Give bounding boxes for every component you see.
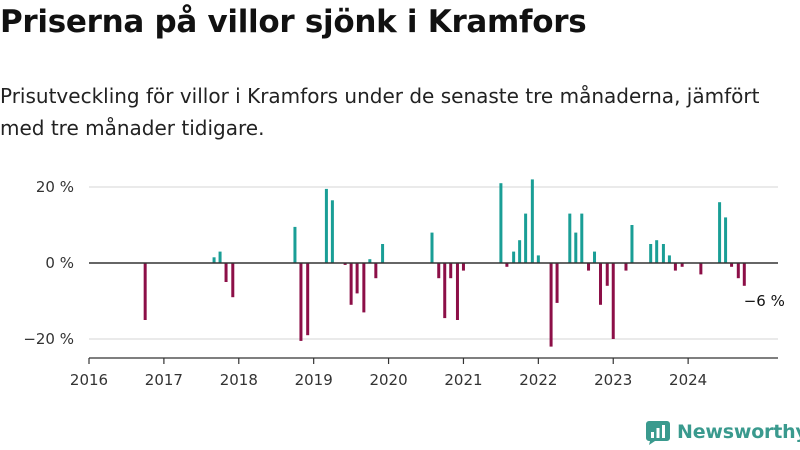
bar xyxy=(443,263,447,319)
bar xyxy=(587,263,591,271)
x-tick-label: 2023 xyxy=(594,371,632,389)
bar xyxy=(449,263,453,279)
x-tick-label: 2017 xyxy=(145,371,183,389)
bar xyxy=(330,200,334,263)
bar xyxy=(655,240,659,263)
bar xyxy=(374,263,378,279)
bar xyxy=(231,263,235,298)
bar xyxy=(724,217,728,263)
bar xyxy=(343,263,347,265)
bars-layer xyxy=(143,179,746,347)
bar xyxy=(381,244,385,263)
bar xyxy=(437,263,441,279)
bar xyxy=(742,263,746,286)
x-tick-label: 2022 xyxy=(519,371,557,389)
bar xyxy=(143,263,147,320)
bar xyxy=(499,183,503,263)
bar xyxy=(293,226,297,263)
bar xyxy=(730,263,734,267)
bar xyxy=(699,263,703,275)
bar xyxy=(524,213,528,263)
bar xyxy=(349,263,353,305)
brand-name: Newsworthy xyxy=(677,421,800,443)
x-tick-label: 2021 xyxy=(444,371,482,389)
bar xyxy=(461,263,465,271)
bar xyxy=(718,202,722,263)
y-tick-label: 0 % xyxy=(45,254,74,272)
bar xyxy=(630,225,634,263)
chart-subtitle: Prisutveckling för villor i Kramfors und… xyxy=(0,84,760,140)
bar xyxy=(368,259,372,263)
bar xyxy=(574,232,578,263)
bar xyxy=(536,255,540,263)
bar xyxy=(580,213,584,263)
bar xyxy=(299,263,303,341)
x-tick-label: 2019 xyxy=(295,371,333,389)
bar xyxy=(680,263,684,267)
bar xyxy=(212,257,216,263)
bar xyxy=(455,263,459,320)
bar xyxy=(624,263,628,271)
bar xyxy=(530,179,534,263)
bar xyxy=(661,244,665,263)
bar xyxy=(593,251,597,263)
bar xyxy=(555,263,559,303)
bar xyxy=(605,263,609,286)
bar xyxy=(224,263,228,282)
chart-title: Priserna på villor sjönk i Kramfors xyxy=(0,4,587,40)
bar xyxy=(518,240,522,263)
bar xyxy=(649,244,653,263)
axes-layer: 20 % 0 % −20 % 2016 2017 2018 2019 2020 2021 2022… xyxy=(23,178,778,389)
bar xyxy=(306,263,310,336)
bar xyxy=(667,255,671,263)
y-tick-label: 20 % xyxy=(36,178,74,196)
x-tick-label: 2024 xyxy=(669,371,707,389)
newsworthy-logo: Newsworthy xyxy=(645,418,800,446)
x-tick-label: 2018 xyxy=(220,371,258,389)
bar xyxy=(568,213,572,263)
bar xyxy=(599,263,603,305)
bar xyxy=(549,263,553,347)
grid-layer xyxy=(89,186,778,340)
bar xyxy=(362,263,366,313)
bar xyxy=(736,263,740,279)
bar xyxy=(512,251,516,263)
bar xyxy=(430,232,434,263)
bar xyxy=(355,263,359,294)
bar xyxy=(505,263,509,267)
x-tick-label: 2016 xyxy=(70,371,108,389)
latest-value-annotation: −6 % xyxy=(744,292,785,310)
bar-chart-logo-icon xyxy=(646,421,670,445)
bar xyxy=(324,188,328,263)
y-tick-label: −20 % xyxy=(23,330,74,348)
x-tick-label: 2020 xyxy=(369,371,407,389)
bar xyxy=(611,263,615,339)
bar xyxy=(218,251,222,263)
bar xyxy=(673,263,677,271)
